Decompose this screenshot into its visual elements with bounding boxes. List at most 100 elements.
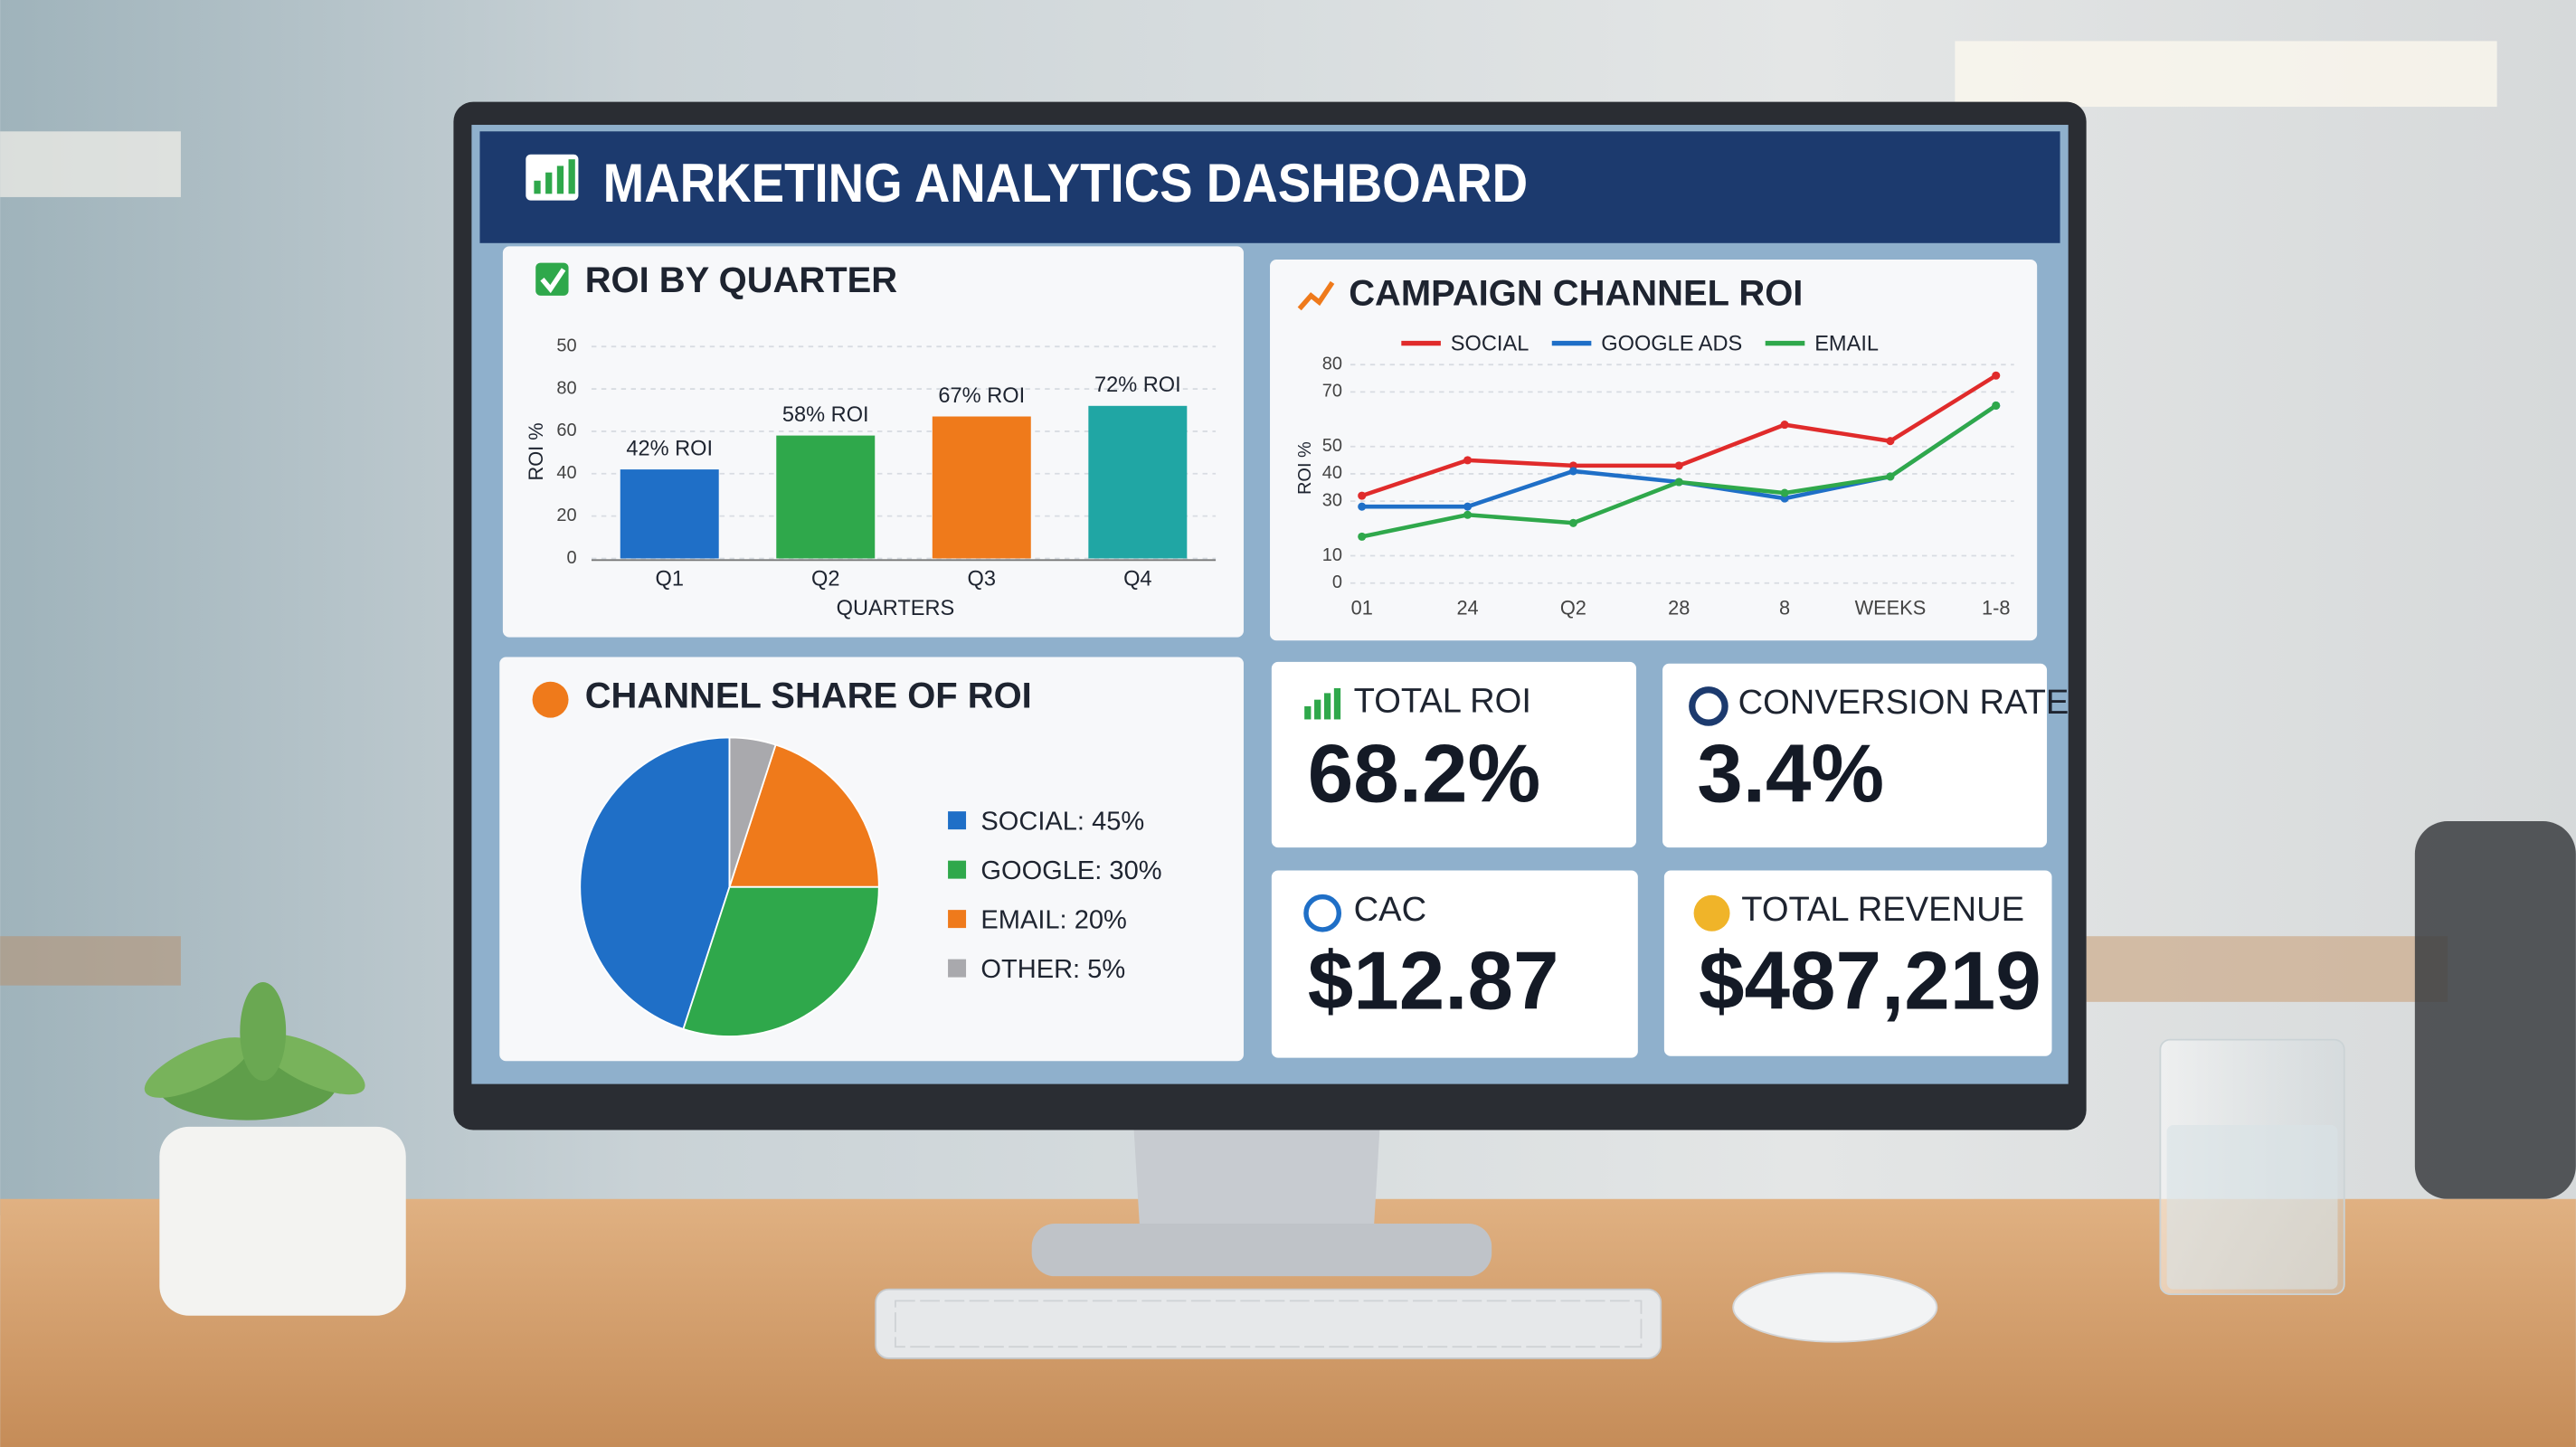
plant [144, 982, 406, 1316]
dashboard-title: MARKETING ANALYTICS DASHBOARD [603, 153, 1528, 213]
ceiling-light [0, 131, 181, 197]
pie-slice [579, 736, 731, 1031]
kpi-card [1662, 663, 2048, 848]
y-tick-label: 30 [1322, 490, 1342, 510]
x-tick-label: 01 [1351, 597, 1373, 619]
bar [620, 469, 719, 559]
panel-icon [1297, 280, 1335, 311]
kpi-icon [1303, 894, 1342, 932]
header-bar [479, 131, 2060, 243]
kpi-label: CAC [1354, 890, 1427, 929]
y-tick-label: 0 [1332, 572, 1342, 592]
point [1886, 472, 1895, 481]
chart-title: ROI BY QUARTER [585, 260, 898, 300]
value-label: 42% ROI [626, 438, 713, 461]
legend-label: EMAIL [1814, 333, 1879, 356]
kpi-card [1663, 870, 2052, 1056]
y-tick-label: 80 [1322, 354, 1342, 374]
y-tick-label: 0 [567, 548, 577, 568]
value-label: 67% ROI [938, 384, 1025, 408]
panel-icon [532, 681, 569, 718]
point [1992, 371, 2001, 380]
bar [1088, 405, 1188, 559]
legend-swatch [948, 811, 967, 830]
water-glass [2159, 1038, 2345, 1296]
pie-slice [682, 885, 880, 1037]
kpi-label: CONVERSION RATE [1738, 683, 2069, 722]
x-axis-label: QUARTERS [837, 597, 955, 620]
back-table [2086, 936, 2448, 1002]
y-tick-label: 20 [556, 506, 576, 525]
header-icon [526, 154, 579, 201]
y-tick-label: 80 [556, 378, 576, 398]
x-tick-label: Q2 [811, 567, 839, 591]
x-tick-label: WEEKS [1855, 597, 1927, 619]
point [1358, 491, 1367, 500]
point [1992, 401, 2001, 411]
kpi-value: 68.2% [1308, 729, 1540, 820]
x-tick-label: 8 [1779, 597, 1790, 619]
legend-swatch [948, 860, 967, 879]
point [1358, 532, 1367, 541]
legend-label: SOCIAL [1451, 333, 1530, 356]
y-tick-label: 40 [556, 463, 576, 483]
legend-swatch [948, 959, 967, 978]
keyboard [875, 1288, 1662, 1359]
ceiling-light [1955, 41, 2497, 108]
legend-label: GOOGLE: 30% [980, 856, 1161, 885]
point [1674, 461, 1683, 470]
x-tick-label: Q3 [968, 567, 996, 591]
point [1358, 502, 1367, 511]
x-tick-label: Q2 [1560, 597, 1586, 619]
pie-slice [728, 736, 777, 887]
pie-slice [728, 743, 880, 888]
legend-label: GOOGLE ADS [1601, 333, 1742, 356]
point [1463, 456, 1473, 465]
x-tick-label: 28 [1668, 597, 1690, 619]
y-tick-label: 70 [1322, 382, 1342, 402]
chart-title: CHANNEL SHARE OF ROI [585, 676, 1032, 715]
x-tick-label: 1-8 [1982, 597, 2010, 619]
y-tick-label: 50 [1322, 436, 1342, 456]
y-axis-label: ROI % [1295, 441, 1315, 495]
kpi-label: TOTAL REVENUE [1741, 890, 2024, 929]
kpi-value: $12.87 [1308, 935, 1559, 1026]
point [1780, 488, 1789, 497]
point [1568, 467, 1577, 476]
y-tick-label: 50 [556, 336, 576, 355]
y-tick-label: 10 [1322, 545, 1342, 565]
kpi-label: TOTAL ROI [1354, 681, 1531, 720]
point [1674, 478, 1683, 487]
monitor-base [1031, 1224, 1492, 1277]
kpi-icon [1689, 686, 1728, 726]
bar [932, 416, 1031, 559]
legend-label: EMAIL: 20% [980, 906, 1126, 935]
value-label: 58% ROI [782, 403, 869, 427]
value-label: 72% ROI [1094, 374, 1181, 397]
chair [2414, 821, 2576, 1199]
panel [1270, 259, 2038, 641]
point [1463, 510, 1473, 519]
point [1886, 437, 1895, 446]
bar [776, 435, 876, 559]
x-tick-label: Q1 [655, 567, 683, 591]
kpi-icon [1693, 894, 1730, 932]
kpi-value: $487,219 [1699, 935, 2041, 1026]
x-tick-label: Q4 [1123, 567, 1151, 591]
y-tick-label: 60 [556, 421, 576, 440]
back-table [0, 936, 181, 986]
kpi-icon [1304, 687, 1341, 720]
chart-title: CAMPAIGN CHANNEL ROI [1349, 273, 1803, 313]
point [1780, 421, 1789, 430]
y-axis-label: ROI % [525, 422, 547, 480]
legend-label: SOCIAL: 45% [980, 808, 1144, 837]
mouse [1732, 1272, 1938, 1343]
kpi-card [1271, 661, 1637, 848]
monitor-stand [1133, 1125, 1380, 1235]
kpi-value: 3.4% [1697, 729, 1884, 820]
panel-icon [535, 262, 569, 296]
y-tick-label: 40 [1322, 463, 1342, 483]
legend-swatch [948, 910, 967, 929]
